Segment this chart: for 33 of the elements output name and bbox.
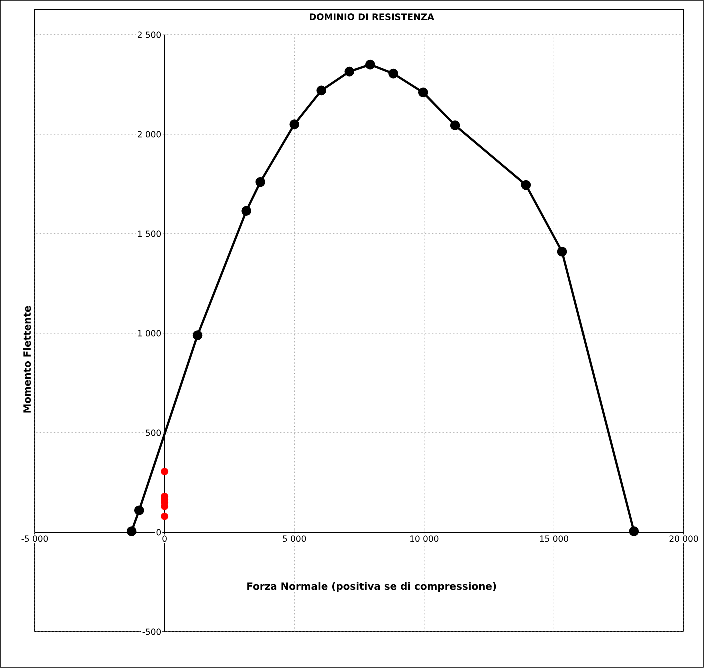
point [134, 506, 144, 516]
x-axis-title: Forza Normale (positiva se di compressione) [248, 582, 496, 592]
x-tick-label: 15 000 [540, 536, 568, 542]
point [192, 330, 203, 340]
point [450, 120, 460, 130]
x-tick-label: -5 000 [22, 536, 48, 542]
y-tick-label: 1 000 [138, 330, 162, 337]
y-tick-label: 1 500 [138, 230, 162, 238]
point [521, 180, 532, 190]
point [366, 60, 376, 70]
x-tick-label: 20 000 [670, 536, 698, 542]
point [256, 177, 266, 188]
y-tick-label: 0 [156, 529, 162, 536]
y-tick-label: -500 [142, 628, 162, 636]
point [126, 526, 137, 536]
x-tick-label: 0 [162, 536, 167, 542]
point [557, 246, 568, 257]
x-tick-label: 5 000 [283, 536, 306, 542]
point [629, 526, 640, 536]
point [161, 468, 169, 476]
chart-title: DOMINIO DI RESISTENZA [310, 14, 434, 20]
y-tick-label: 2 500 [138, 32, 162, 38]
x-tick-label: 10 000 [410, 536, 439, 542]
point [290, 120, 300, 130]
point [242, 206, 252, 216]
point [344, 66, 355, 77]
point [161, 512, 169, 520]
point [418, 88, 428, 98]
y-tick-label: 2 000 [138, 131, 162, 138]
point [316, 86, 327, 96]
point [388, 68, 398, 79]
y-tick-label: 500 [146, 430, 162, 436]
y-axis-title: Momento Flettente [23, 306, 32, 413]
